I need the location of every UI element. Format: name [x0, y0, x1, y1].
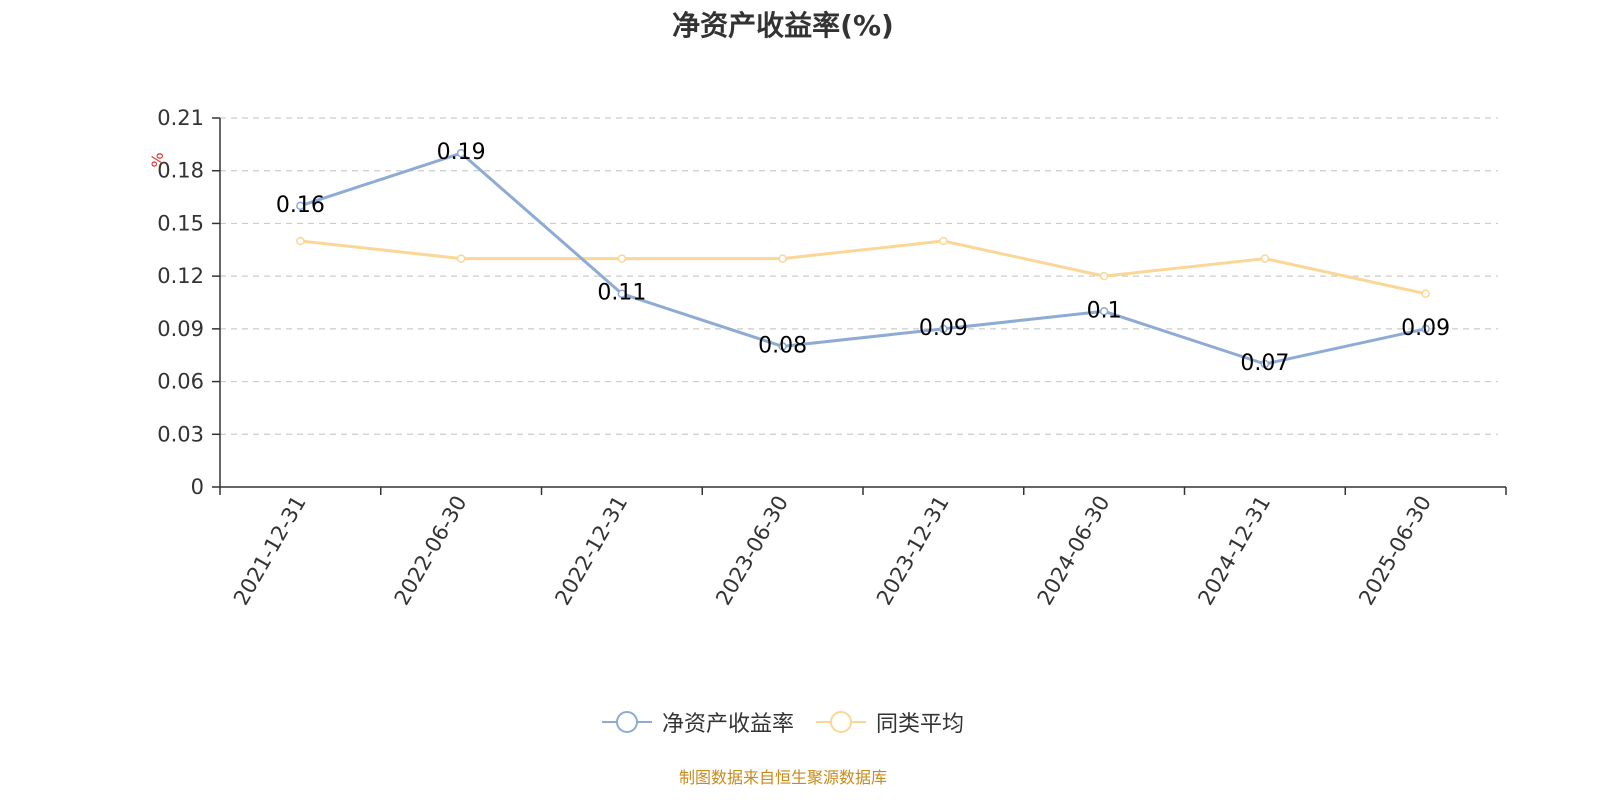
data-point-roe[interactable] — [1099, 307, 1109, 316]
series-line-roe — [299, 151, 1426, 366]
x-tick-label: 2024-06-30 — [1033, 492, 1115, 610]
data-point-peer-average[interactable] — [1260, 254, 1270, 263]
legend-line-circle-icon — [601, 711, 652, 733]
data-label-roe: 0.19 — [437, 140, 486, 165]
legend-item-roe[interactable]: 净资产收益率 — [601, 706, 794, 738]
grid-lines — [220, 117, 1498, 435]
y-tick-label: 0.21 — [157, 106, 204, 130]
x-tick-label: 2025-06-30 — [1354, 492, 1436, 610]
data-label-roe: 0.09 — [1401, 316, 1450, 341]
data-point-roe[interactable] — [939, 324, 948, 334]
x-tick-label: 2022-12-31 — [550, 492, 632, 610]
data-point-peer-average[interactable] — [456, 254, 466, 263]
line-chart: 0 0.03 0.06 0.09 0.12 0.15 0.18 0.21 2021-12-31 2… — [148, 106, 1507, 610]
data-labels: 0.16 0.19 0.11 0.08 0.09 0.1 0.07 0.09 — [276, 140, 1450, 376]
legend-label-roe: 净资产收益率 — [661, 712, 794, 737]
data-point-peer-average[interactable] — [778, 254, 787, 263]
data-point-roe[interactable] — [456, 148, 466, 158]
y-tick-label: 0.09 — [157, 317, 204, 341]
x-tick-label: 2023-06-30 — [711, 492, 793, 610]
x-tick-label: 2022-06-30 — [390, 492, 472, 610]
source-note: 制图数据来自恒生聚源数据库 — [678, 768, 887, 787]
y-tick-label: 0.03 — [157, 422, 204, 446]
data-point-peer-average[interactable] — [1421, 289, 1430, 298]
x-tick-label: 2023-12-31 — [872, 492, 954, 610]
data-point-peer-average[interactable] — [939, 236, 948, 246]
data-point-peer-average[interactable] — [1099, 271, 1109, 281]
data-point-peer-average[interactable] — [296, 236, 305, 246]
legend: 净资产收益率 同类平均 — [0, 706, 1566, 738]
y-tick-label: 0.18 — [157, 159, 204, 183]
data-point-roe[interactable] — [1260, 359, 1270, 369]
data-label-roe: 0.16 — [276, 193, 325, 218]
y-tick-label: 0.12 — [157, 264, 204, 288]
y-tick-label: 0.06 — [157, 370, 204, 394]
chart-title: 净资产收益率(%) — [672, 9, 894, 42]
data-point-roe[interactable] — [778, 342, 787, 351]
data-label-roe: 0.11 — [597, 281, 646, 306]
data-point-peer-average[interactable] — [617, 254, 627, 263]
x-tick-label: 2021-12-31 — [229, 492, 311, 610]
data-label-roe: 0.1 — [1087, 298, 1122, 323]
x-tick-label: 2024-12-31 — [1193, 492, 1275, 610]
axes: 0 0.03 0.06 0.09 0.12 0.15 0.18 0.21 2021-12-31 2… — [148, 106, 1507, 610]
series-line-peer-average — [300, 239, 1426, 296]
data-label-roe: 0.08 — [758, 333, 807, 358]
legend-line-circle-icon — [816, 711, 866, 733]
data-label-roe: 0.07 — [1240, 351, 1289, 376]
data-label-roe: 0.09 — [919, 316, 968, 341]
data-point-roe[interactable] — [296, 201, 305, 211]
data-point-roe[interactable] — [1421, 324, 1430, 334]
series-lines — [296, 148, 1430, 369]
y-tick-label: 0 — [191, 475, 204, 499]
y-axis-unit-label: % — [148, 152, 167, 167]
legend-item-peer-average[interactable]: 同类平均 — [816, 706, 964, 738]
legend-label-peer-average: 同类平均 — [876, 712, 965, 737]
y-tick-label: 0.15 — [157, 211, 204, 235]
data-point-roe[interactable] — [617, 289, 627, 298]
